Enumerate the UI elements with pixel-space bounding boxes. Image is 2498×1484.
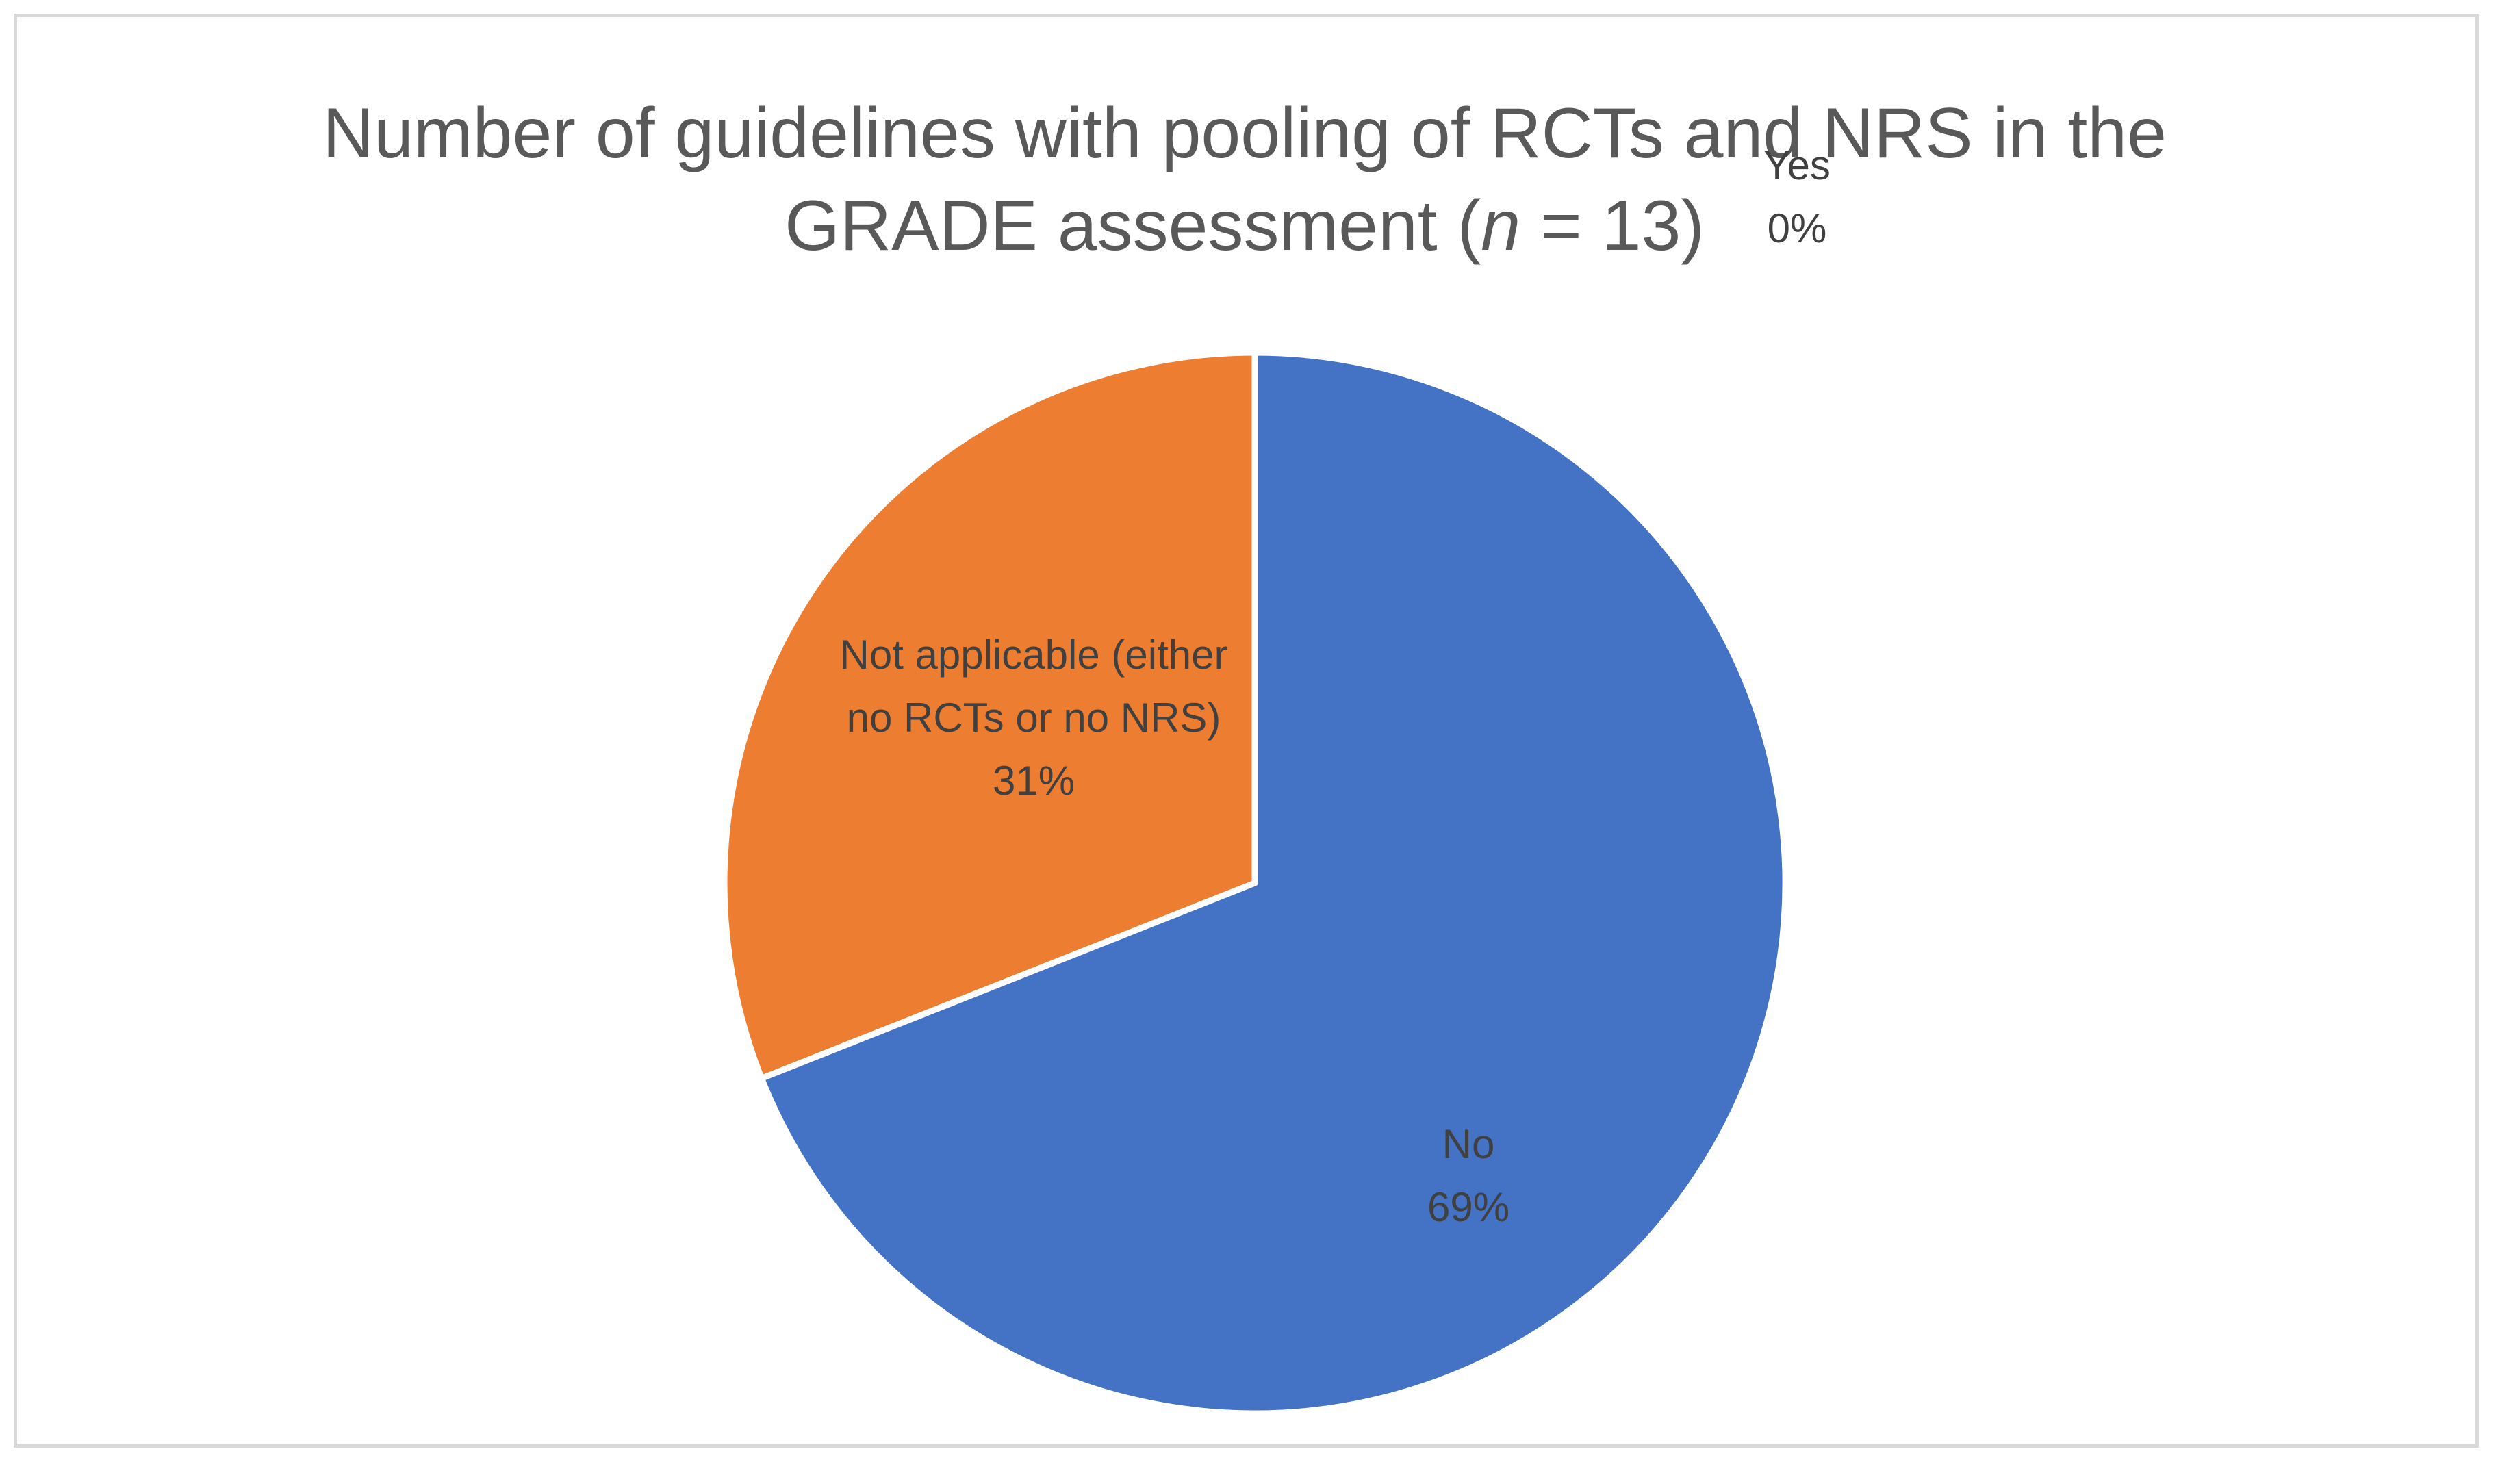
data-label-percent: 0% [1768, 205, 1827, 251]
data-label-percent: 31% [993, 758, 1075, 804]
chart-area: Number of guidelines with pooling of RCT… [14, 14, 2479, 1448]
pie-slices [721, 349, 1789, 1417]
data-label-category: Yes [1763, 142, 1831, 188]
data-label-category: No [1442, 1121, 1495, 1167]
pie-slice-no [758, 349, 1789, 1417]
chart-title-suffix: = 13) [1520, 186, 1705, 266]
chart-title-line-1: Number of guidelines with pooling of RCT… [322, 94, 2167, 173]
chart-title-prefix: GRADE assessment ( [785, 186, 1481, 266]
data-labels: Yes 0% No 69% Not applicable (either no RCTs … [840, 142, 1831, 1230]
data-label-category: no RCTs or no NRS) [847, 695, 1221, 741]
data-label-yes: Yes 0% [1763, 142, 1831, 251]
chart-title-n: n [1481, 186, 1520, 266]
pie-chart: Number of guidelines with pooling of RCT… [322, 94, 2167, 1417]
data-label-not-applicable-either-no-rcts-or-no-nrs: Not applicable (either no RCTs or no NRS)… [840, 632, 1228, 804]
data-label-no: No 69% [1427, 1121, 1509, 1230]
data-label-category: Not applicable (either [840, 632, 1228, 678]
data-label-percent: 69% [1427, 1184, 1509, 1230]
chart-title-line-2: GRADE assessment (n = 13) [785, 186, 1705, 266]
pie-slice-not-applicable-either-no-rcts-or-no-nrs [721, 349, 1258, 1082]
